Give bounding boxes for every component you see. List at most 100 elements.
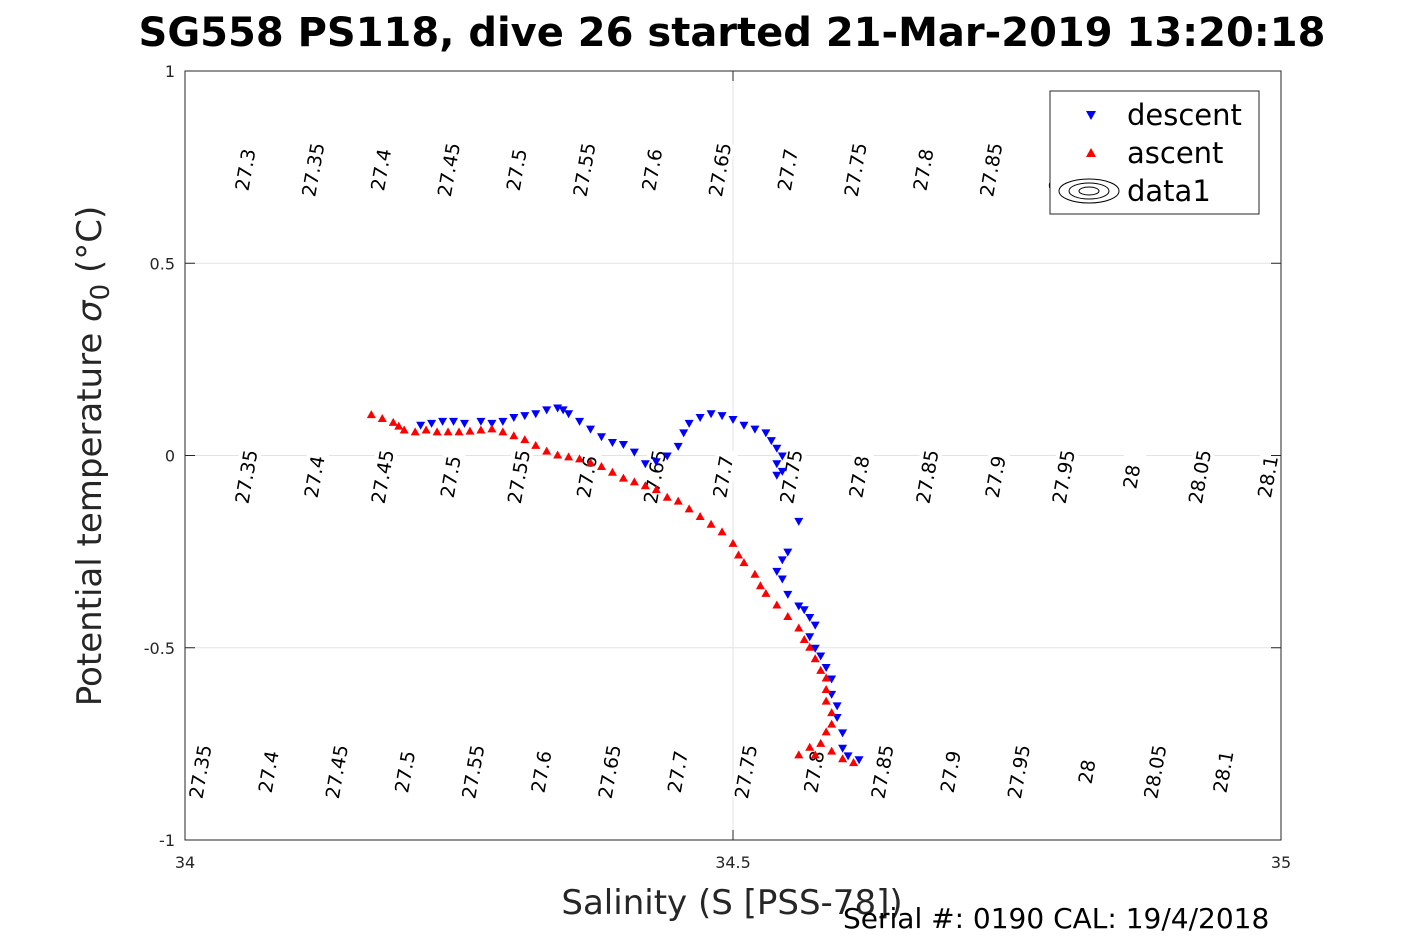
ascent-point [816, 665, 826, 674]
contour-label-mid-background [1047, 448, 1079, 506]
descent-point [542, 406, 552, 415]
descent-series [416, 404, 864, 765]
ascent-point [509, 431, 519, 440]
contour-label-bottom-background [730, 743, 762, 801]
y-axis-label-unit: (°C) [70, 206, 110, 284]
ascent-point [399, 425, 409, 434]
contour-label-mid-group: 27.6 [571, 448, 603, 506]
legend: descent ascent data1 [1049, 90, 1260, 215]
x-tick-label: 35 [1271, 853, 1291, 872]
contour-label-mid-background [1183, 448, 1215, 506]
contour-label-bottom-background [252, 743, 284, 801]
ascent-point [465, 426, 475, 435]
ascent-point [706, 519, 716, 528]
x-tick-label: 34 [175, 853, 195, 872]
descent-point [777, 556, 787, 565]
contour-label-bottom-group: 28 [1071, 743, 1103, 801]
descent-point [558, 406, 568, 415]
descent-point [586, 425, 596, 434]
descent-point [564, 410, 574, 419]
descent-point [728, 415, 738, 424]
contour-label-top-background [297, 141, 329, 199]
descent-point [794, 517, 804, 526]
ascent-point [542, 446, 552, 455]
contour-label-bottom-background [593, 743, 625, 801]
ascent-point [821, 696, 831, 705]
descent-point [777, 452, 787, 461]
ascent-point [783, 611, 793, 620]
ascent-point [794, 750, 804, 759]
contour-label-mid-background [843, 448, 875, 506]
contour-label-bottom-group: 28.1 [1207, 743, 1239, 801]
ascent-point [553, 450, 563, 459]
contour-label-top-background [568, 141, 600, 199]
contour-label-mid-background [502, 448, 534, 506]
descent-point [629, 448, 639, 457]
descent-point [717, 412, 727, 421]
descent-point [596, 433, 606, 442]
contour-label-bottom-background [1139, 743, 1171, 801]
ascent-point [717, 527, 727, 536]
descent-point [761, 429, 771, 438]
contour-label-top-background [704, 141, 736, 199]
ascent-point [443, 427, 453, 436]
ascent-point [733, 550, 743, 559]
contour-label-bottom-background [1207, 743, 1239, 801]
contour-label-bottom-background [525, 743, 557, 801]
contour-label-mid-background [230, 448, 262, 506]
ascent-point [377, 413, 387, 422]
descent-point [520, 412, 530, 421]
legend-ascent-label: ascent [1127, 136, 1223, 170]
descent-point [821, 663, 831, 672]
descent-point [854, 756, 864, 765]
contour-label-top-background [229, 141, 261, 199]
ascent-point [640, 481, 650, 490]
ascent-point [827, 719, 837, 728]
descent-point [838, 729, 848, 738]
ascent-point [662, 492, 672, 501]
y-tick-label: 0 [165, 447, 175, 466]
ascent-point [772, 600, 782, 609]
descent-point [810, 644, 820, 653]
contour-label-mid-background [434, 448, 466, 506]
contour-label-bottom-background [320, 743, 352, 801]
y-tick-label: -0.5 [144, 639, 175, 658]
ascent-point [816, 738, 826, 747]
ascent-point [755, 581, 765, 590]
contour-label-bottom-background [389, 743, 421, 801]
descent-point [827, 675, 837, 684]
descent-point [805, 633, 815, 642]
descent-point [832, 702, 842, 711]
ascent-point [564, 452, 574, 461]
contour-label-bottom-background [184, 743, 216, 801]
ascent-point [454, 427, 464, 436]
x-ticks: 34 34.5 35 [175, 71, 1291, 872]
x-axis-label: Salinity (S [PSS-78]) [561, 883, 902, 923]
ascent-point [410, 427, 420, 436]
descent-point [766, 437, 776, 446]
x-tick-label: 34.5 [715, 853, 751, 872]
ascent-point [520, 435, 530, 444]
ascent-point [366, 410, 376, 419]
descent-point [772, 444, 782, 453]
descent-point [783, 548, 793, 557]
ascent-point [849, 758, 859, 767]
descent-point [618, 440, 628, 449]
ascent-point [821, 673, 831, 682]
legend-contour-icon [1058, 178, 1120, 204]
contour-label-top-group: 27.45 [432, 141, 465, 199]
descent-point [607, 439, 617, 448]
contour-label-mid-group: 27.45 [366, 448, 399, 506]
legend-data1-label: data1 [1127, 174, 1211, 208]
descent-point [487, 419, 497, 428]
contour-label-mid-group: 27.5 [434, 448, 466, 506]
ascent-point [487, 424, 497, 433]
descent-point [684, 419, 694, 428]
ascent-point [805, 642, 815, 651]
descent-point [476, 417, 486, 426]
descent-point [679, 429, 689, 438]
descent-point [427, 419, 437, 428]
descent-point [651, 458, 661, 467]
descent-point [816, 652, 826, 661]
descent-point [772, 567, 782, 576]
